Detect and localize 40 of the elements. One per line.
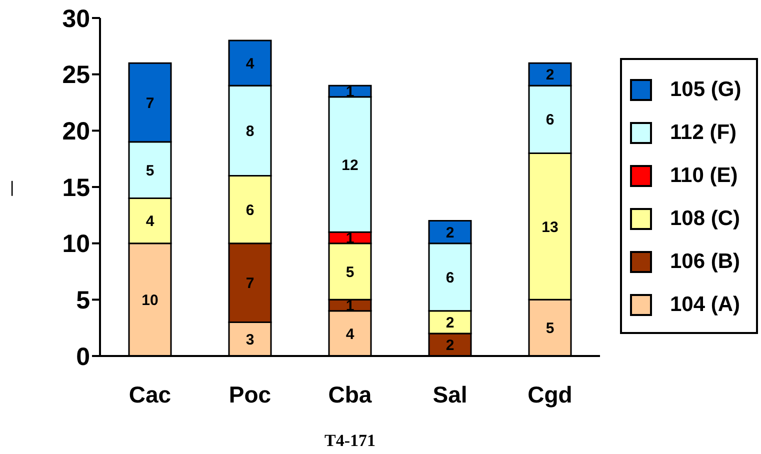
data-label: 2 xyxy=(446,337,454,354)
legend-label: 110 (E) xyxy=(670,164,738,188)
data-label: 5 xyxy=(346,264,354,281)
data-label: 4 xyxy=(146,213,155,230)
y-tick-label: 25 xyxy=(62,61,90,90)
data-label: 6 xyxy=(446,269,454,286)
data-label: 5 xyxy=(146,162,154,180)
legend-label: 106 (B) xyxy=(670,250,740,274)
y-tick-label: 5 xyxy=(76,286,90,315)
y-tick-label: 20 xyxy=(62,118,90,146)
x-axis-title: T4-171 xyxy=(324,431,376,450)
y-tick-label: 15 xyxy=(62,174,90,202)
data-label: 2 xyxy=(446,224,454,242)
data-label: 7 xyxy=(146,94,154,112)
data-label: 6 xyxy=(546,112,554,129)
x-tick-label: Sal xyxy=(432,381,468,408)
y-tick-label: 30 xyxy=(62,4,90,33)
legend-label: 112 (F) xyxy=(670,120,737,144)
data-label: 8 xyxy=(246,122,254,140)
x-tick-label: Cba xyxy=(328,381,372,408)
x-tick-label: Poc xyxy=(228,381,272,408)
data-label: 12 xyxy=(342,156,358,174)
legend-label: 105 (G) xyxy=(670,78,742,102)
data-label: 3 xyxy=(246,331,254,348)
data-label: 10 xyxy=(142,292,158,309)
data-label: 5 xyxy=(546,320,554,338)
y-axis-title: | xyxy=(10,180,14,197)
y-tick-label: 10 xyxy=(62,230,90,258)
data-label: 4 xyxy=(346,326,355,343)
data-label: 2 xyxy=(546,66,554,84)
x-tick-label: Cgd xyxy=(528,381,572,408)
data-label: 7 xyxy=(246,275,254,292)
x-tick-label: Cac xyxy=(128,381,172,408)
data-label: 2 xyxy=(446,314,454,332)
data-label: 13 xyxy=(542,218,558,236)
data-label: 6 xyxy=(246,202,254,219)
y-tick-label: 0 xyxy=(76,342,90,371)
data-label: 4 xyxy=(246,55,255,72)
legend-label: 104 (A) xyxy=(670,292,740,316)
legend-label: 108 (C) xyxy=(670,206,740,230)
